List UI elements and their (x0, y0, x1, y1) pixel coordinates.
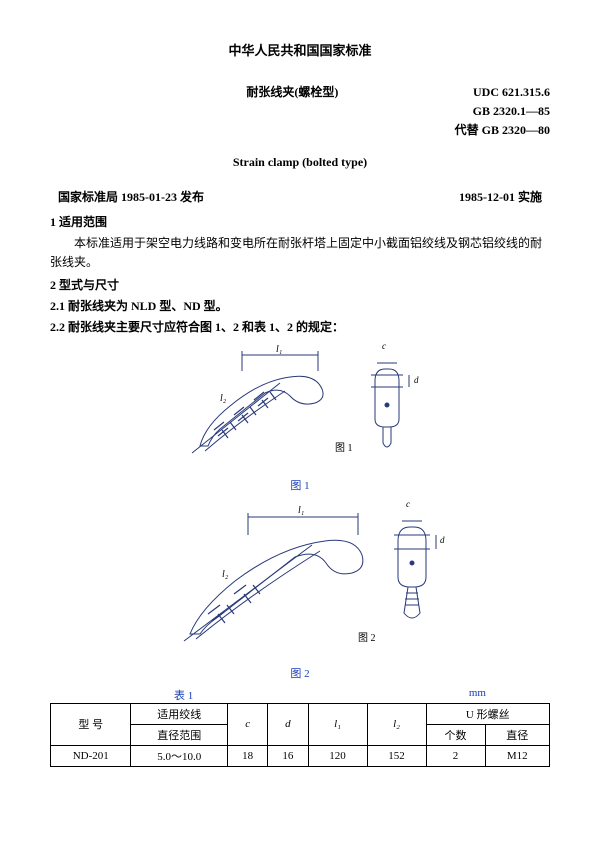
dim-d: d (414, 375, 419, 385)
sec2-heading: 2 型式与尺寸 (50, 276, 550, 293)
th-range-2: 直径范围 (131, 724, 228, 745)
sec1-body: 本标准适用于架空电力线路和变电所在耐张杆塔上固定中小截面铝绞线及钢芯铝绞线的耐张… (50, 234, 550, 272)
th-ubolt: U 形螺丝 (426, 703, 549, 724)
dim-l1: l₁ (276, 344, 282, 355)
cell-range: 5.0～10.0 (131, 745, 228, 766)
table-row: ND-201 5.0～10.0 18 16 120 152 2 M12 (51, 745, 550, 766)
spec-table: 型 号 适用绞线 c d l₁ l₂ U 形螺丝 直径范围 个数 直径 ND-2… (50, 703, 550, 767)
code-block: UDC 621.315.6 GB 2320.1—85 代替 GB 2320—80 (455, 83, 550, 141)
th-model: 型 号 (51, 703, 131, 745)
th-dia: 直径 (485, 724, 549, 745)
main-title: 中华人民共和国国家标准 (50, 40, 550, 59)
dim-l1-2: l₁ (298, 505, 304, 516)
th-d: d (268, 703, 308, 745)
figure-2: l₁ l₂ c d 图 2 (50, 499, 550, 659)
dim-d-2: d (440, 535, 445, 545)
code-udc: UDC 621.315.6 (455, 83, 550, 102)
figure-1-label: 图 1 (50, 477, 550, 493)
cell-d: 16 (268, 745, 308, 766)
cell-l2: 152 (367, 745, 426, 766)
unit-label: mm (469, 687, 546, 703)
cell-c: 18 (228, 745, 268, 766)
table-caption-row: 表 1 mm (50, 687, 550, 703)
issued-text: 国家标准局 1985-01-23 发布 (58, 188, 204, 205)
dim-c: c (382, 341, 386, 351)
fig2-inset-label: 图 2 (358, 632, 376, 644)
th-qty: 个数 (426, 724, 485, 745)
sec1-heading: 1 适用范围 (50, 213, 550, 230)
table-row: 型 号 适用绞线 c d l₁ l₂ U 形螺丝 (51, 703, 550, 724)
sec2-1: 2.1 耐张线夹为 NLD 型、ND 型。 (50, 297, 550, 314)
sec2-2: 2.2 耐张线夹主要尺寸应符合图 1、2 和表 1、2 的规定： (50, 318, 550, 335)
code-replaces: 代替 GB 2320—80 (455, 121, 550, 140)
effective-text: 1985-12-01 实施 (459, 188, 542, 205)
subtitle-en: Strain clamp (bolted type) (50, 155, 550, 170)
cell-model: ND-201 (51, 745, 131, 766)
th-c: c (228, 703, 268, 745)
th-l1: l₁ (308, 703, 367, 745)
cell-qty: 2 (426, 745, 485, 766)
cell-l1: 120 (308, 745, 367, 766)
dim-l2: l₂ (220, 393, 227, 404)
subtitle-cn: 耐张线夹(螺栓型) (50, 83, 455, 141)
code-gb: GB 2320.1—85 (455, 102, 550, 121)
subtitle-row: 耐张线夹(螺栓型) UDC 621.315.6 GB 2320.1—85 代替 … (50, 83, 550, 141)
figure-1: l₁ l₂ c d 图 1 (50, 341, 550, 471)
figure-2-label: 图 2 (50, 665, 550, 681)
cell-dia: M12 (485, 745, 549, 766)
dim-l2-2: l₂ (222, 569, 229, 580)
table-label: 表 1 (54, 687, 193, 703)
dim-c-2: c (406, 499, 410, 509)
publish-row: 国家标准局 1985-01-23 发布 1985-12-01 实施 (50, 188, 550, 205)
th-range-1: 适用绞线 (131, 703, 228, 724)
th-l2: l₂ (367, 703, 426, 745)
fig1-inset-label: 图 1 (335, 442, 353, 454)
